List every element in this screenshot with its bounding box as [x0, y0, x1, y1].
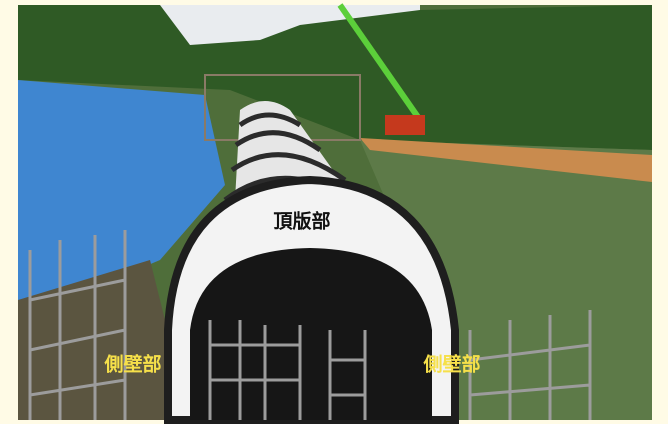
side-wall-label: 側壁部: [103, 353, 161, 376]
crane-base: [385, 115, 425, 135]
crane-arm: [337, 3, 423, 122]
scaffolding: [28, 230, 592, 420]
side-wall-label: 側壁部: [422, 353, 480, 376]
blue-tarp: [18, 80, 225, 320]
top-slab-label: 頂版部: [273, 210, 330, 233]
tunnel-opening: [190, 248, 432, 420]
back-scaffold: [204, 74, 361, 141]
tunnel-rings: [208, 112, 412, 262]
photo: [18, 3, 652, 424]
hills: [18, 5, 652, 150]
fence: [360, 138, 652, 182]
right-slope: [360, 140, 652, 420]
